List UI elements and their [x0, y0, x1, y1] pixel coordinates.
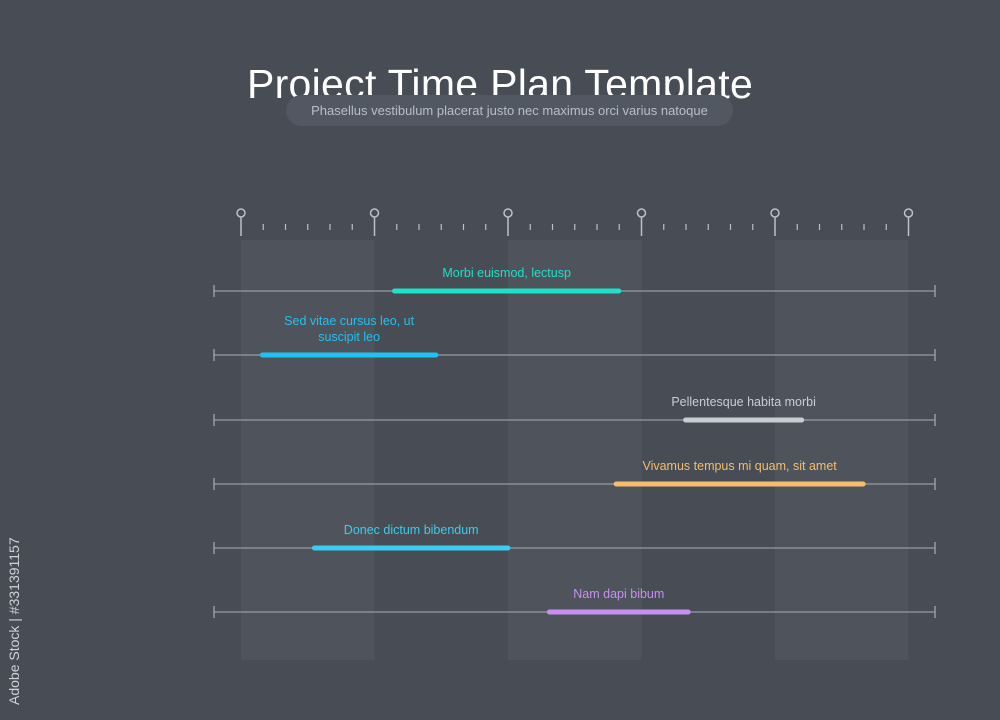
month-marker-pin	[903, 208, 914, 218]
month-band	[241, 240, 375, 660]
month-marker-pin	[636, 208, 647, 218]
month-band	[775, 240, 909, 660]
task-label: Donec dictum bibendum	[343, 523, 479, 537]
stock-watermark: Adobe Stock | #331391157	[6, 537, 22, 705]
task-label: Sed vitae cursus leo, ut suscipit leo	[284, 314, 415, 344]
month-marker-pin	[503, 208, 513, 218]
month-marker-pin	[236, 208, 246, 218]
month-marker-pin	[770, 208, 780, 218]
task-label: Nam dapi bibum	[573, 587, 665, 601]
month-band	[508, 240, 642, 660]
task-label: Pellentesque habita morbi	[671, 395, 816, 409]
task-label: Morbi euismod, lectusp	[442, 266, 571, 280]
subtitle-pill: Phasellus vestibulum placerat justo nec …	[286, 95, 733, 126]
month-marker-pin	[369, 208, 380, 218]
task-label: Vivamus tempus mi quam, sit amet	[642, 459, 837, 473]
